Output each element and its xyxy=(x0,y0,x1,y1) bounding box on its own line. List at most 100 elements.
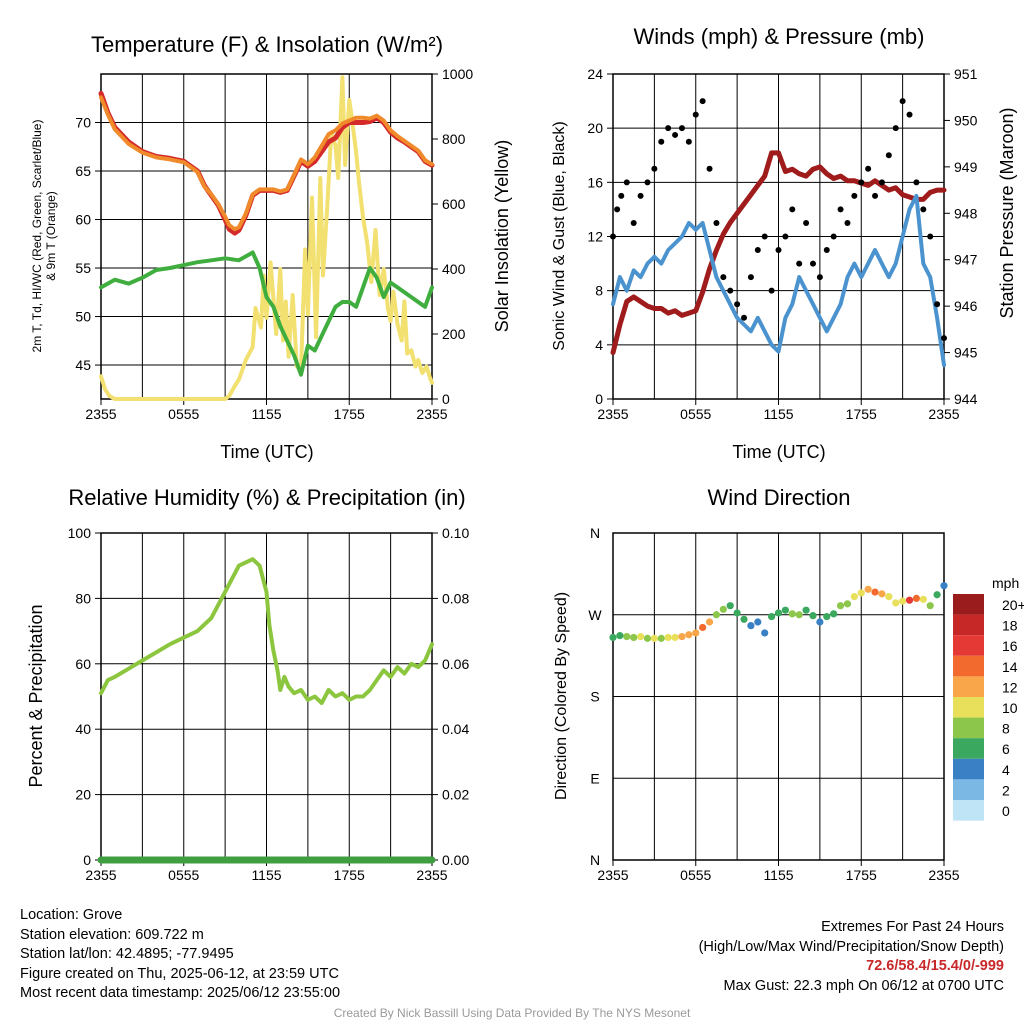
gust-point xyxy=(623,179,630,186)
gust-point xyxy=(920,206,927,213)
gust-point xyxy=(754,247,761,254)
y2-tick-label: 950 xyxy=(954,112,978,128)
gust-point xyxy=(713,219,720,226)
x-tick-label: 1755 xyxy=(846,867,877,883)
insolation-ylabel: Solar Insolation (Yellow) xyxy=(492,140,512,332)
speed-colorbar: 20+ 18 16 14 12 10 8 6 4 2 0 xyxy=(953,594,1024,821)
gust-point xyxy=(741,314,748,321)
x-tick-label: 2355 xyxy=(416,867,447,883)
station-info: Location: Grove Station elevation: 609.7… xyxy=(20,906,340,1004)
temperature-title: Temperature (F) & Insolation (W/m²) xyxy=(91,32,443,57)
colorbar-swatch xyxy=(953,635,984,656)
winds-xlabel: Time (UTC) xyxy=(732,442,825,462)
gust-point xyxy=(858,179,865,186)
y-tick-label: 65 xyxy=(75,163,91,179)
direction-point xyxy=(864,585,872,593)
direction-point xyxy=(768,612,776,621)
direction-title: Wind Direction xyxy=(707,485,850,510)
colorbar-swatch xyxy=(953,738,984,759)
direction-point xyxy=(678,632,686,641)
direction-point xyxy=(630,633,638,642)
winds-ylabel: Sonic Wind & Gust (Blue, Black) xyxy=(551,121,568,350)
gust-point xyxy=(658,138,665,145)
colorbar-swatch xyxy=(953,655,984,677)
x-tick-label: 1155 xyxy=(251,406,281,422)
direction-point xyxy=(726,602,734,610)
temperature-xlabel: Time (UTC) xyxy=(220,442,313,462)
direction-point xyxy=(892,599,900,607)
y2-tick-label: 948 xyxy=(954,205,978,221)
latest-data-timestamp: Most recent data timestamp: 2025/06/12 2… xyxy=(20,985,341,1001)
y2-tick-label: 0.08 xyxy=(442,590,469,606)
colorbar-swatch xyxy=(953,676,984,697)
direction-point xyxy=(740,615,748,623)
y2-tick-label: 0.06 xyxy=(442,656,469,672)
colorbar-label: 12 xyxy=(1002,679,1018,695)
x-tick-label: 0555 xyxy=(168,867,199,883)
direction-ylabel: Direction (Colored By Speed) xyxy=(553,592,570,800)
direction-point xyxy=(616,632,624,640)
gust-point xyxy=(720,274,727,281)
colorbar-swatch xyxy=(953,594,984,615)
colorbar-label: 18 xyxy=(1002,618,1018,634)
gust-point xyxy=(941,335,947,342)
series-line-relative-humidity xyxy=(99,557,434,705)
direction-point xyxy=(692,629,700,637)
gust-point xyxy=(830,233,837,240)
y-tick-label: 4 xyxy=(595,337,603,353)
direction-point xyxy=(636,632,645,641)
gust-point xyxy=(844,219,851,226)
gust-point xyxy=(644,179,651,186)
gust-point xyxy=(692,111,699,118)
credit-line: Created By Nick Bassill Using Data Provi… xyxy=(333,1006,691,1020)
pressure-ylabel: Station Pressure (Maroon) xyxy=(997,107,1017,318)
y-tick-label: W xyxy=(588,607,602,623)
direction-point xyxy=(657,634,665,642)
direction-point xyxy=(712,611,721,619)
y2-tick-label: 0.02 xyxy=(442,787,469,803)
winds-panel: Winds (mph) & Pressure (mb) 2355 0555 1155… xyxy=(551,24,1017,462)
direction-point xyxy=(885,592,893,601)
extremes-info: Extremes For Past 24 Hours (High/Low/Max… xyxy=(699,918,1004,996)
x-tick-label: 2355 xyxy=(85,867,116,883)
colorbar-label: 14 xyxy=(1002,659,1018,675)
direction-point xyxy=(664,633,672,642)
direction-point xyxy=(643,634,652,642)
gust-point xyxy=(685,138,692,145)
direction-point xyxy=(795,611,803,619)
station-location: Location: Grove xyxy=(20,907,123,923)
direction-point xyxy=(830,610,838,618)
y-tick-label: 55 xyxy=(75,260,91,276)
direction-point xyxy=(809,612,817,620)
gust-point xyxy=(865,165,872,172)
y2-tick-label: 944 xyxy=(954,391,978,407)
colorbar-label: 10 xyxy=(1002,700,1018,716)
y2-tick-label: 0.10 xyxy=(442,525,469,541)
colorbar-swatch xyxy=(953,800,984,821)
y-tick-label: N xyxy=(590,852,600,868)
direction-point xyxy=(878,590,886,598)
figure-created: Figure created on Thu, 2025-06-12, at 23… xyxy=(20,965,339,982)
y2-tick-label: 947 xyxy=(954,252,978,268)
direction-point xyxy=(609,633,617,642)
direction-point xyxy=(623,632,631,641)
x-tick-label: 2355 xyxy=(597,867,628,883)
gust-point xyxy=(878,179,885,186)
gust-point xyxy=(672,131,679,138)
colorbar-label: 8 xyxy=(1002,721,1010,737)
direction-point xyxy=(816,618,824,626)
direction-point xyxy=(905,596,914,604)
direction-point xyxy=(940,582,948,590)
temperature-plot: 2355 0555 1155 1755 2355 45 50 55 60 65 70 0 200 400 6… xyxy=(75,66,473,422)
gust-point xyxy=(610,233,616,240)
gust-point xyxy=(823,247,830,254)
y-tick-label: 80 xyxy=(75,590,91,606)
x-tick-label: 2355 xyxy=(928,406,959,422)
y2-tick-label: 800 xyxy=(442,131,466,147)
x-tick-label: 0555 xyxy=(168,406,199,422)
direction-point xyxy=(926,602,934,610)
series-line-9m-t xyxy=(99,95,434,232)
gust-point xyxy=(899,98,906,105)
y-tick-label: 60 xyxy=(75,656,91,672)
x-tick-label: 1755 xyxy=(334,867,365,883)
